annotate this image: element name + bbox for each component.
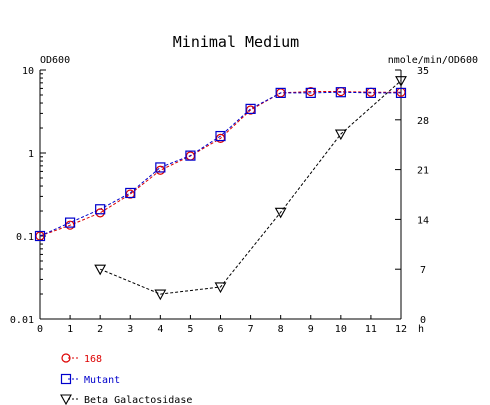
- x-tick-label: 5: [187, 324, 193, 335]
- series-line-168: [39, 91, 401, 237]
- x-tick-label: 11: [365, 324, 377, 335]
- x-tick-label: 3: [127, 324, 133, 335]
- x-unit-label: h: [418, 324, 424, 335]
- legend-marker-beta-galactosidase: [60, 394, 72, 405]
- y-right-axis-label: nmole/min/OD600: [388, 55, 478, 66]
- series-lines: [39, 80, 402, 295]
- point-beta-galactosidase: [334, 129, 347, 141]
- legend-label-mutant: Mutant: [84, 375, 120, 386]
- point-mutant: [64, 217, 76, 228]
- legend-label-168: 168: [84, 354, 102, 365]
- series-line-beta-galactosidase: [99, 80, 402, 295]
- point-168: [95, 208, 105, 218]
- y-left-tick-label: 0.01: [10, 315, 34, 326]
- x-tick-label: 7: [248, 324, 254, 335]
- y-right-tick-label: 14: [417, 215, 429, 226]
- point-mutant: [185, 150, 196, 161]
- point-mutant: [365, 87, 377, 98]
- point-beta-galactosidase: [274, 207, 287, 219]
- legend-label-beta-galactosidase: Beta Galactosidase: [84, 395, 192, 405]
- point-mutant: [335, 87, 346, 98]
- x-tick-label: 12: [395, 324, 407, 335]
- point-beta-galactosidase: [154, 289, 167, 301]
- point-beta-galactosidase: [214, 282, 227, 294]
- y-left-axis-label: OD600: [40, 55, 70, 66]
- point-mutant: [305, 87, 316, 98]
- series-line-mutant: [39, 91, 401, 237]
- x-tick-label: 6: [217, 324, 223, 335]
- point-beta-galactosidase: [395, 76, 407, 87]
- legend-marker-168: [61, 353, 71, 363]
- point-mutant: [34, 230, 46, 242]
- y-right-tick-label: 28: [417, 116, 429, 127]
- legend: 168 Mutant Beta Galactosidase: [60, 353, 192, 405]
- y-right-tick-label: 7: [420, 265, 426, 276]
- point-beta-galactosidase: [94, 264, 107, 276]
- x-tick-label: 0: [37, 324, 43, 335]
- x-tick-label: 8: [278, 324, 284, 335]
- chart-title: Minimal Medium: [173, 33, 299, 51]
- y-left-tick-label: 1: [28, 149, 34, 160]
- point-mutant: [275, 87, 286, 98]
- point-mutant: [245, 103, 256, 114]
- x-tick-label: 4: [157, 324, 163, 335]
- x-tick-label: 10: [335, 324, 347, 335]
- point-mutant: [395, 87, 407, 98]
- y-right-tick-label: 0: [420, 315, 426, 326]
- x-tick-label: 9: [308, 324, 314, 335]
- x-tick-label: 2: [97, 324, 103, 335]
- x-tick-label: 1: [67, 324, 73, 335]
- series-markers: [34, 76, 407, 301]
- y-left-tick-label: 10: [22, 66, 34, 77]
- point-mutant: [95, 204, 106, 215]
- legend-marker-mutant: [60, 373, 72, 385]
- point-mutant: [215, 130, 226, 142]
- point-mutant: [125, 187, 136, 199]
- y-right-tick-label: 35: [417, 66, 429, 77]
- y-left-tick-label: 0.1: [16, 232, 34, 243]
- y-right-tick-label: 21: [417, 166, 429, 177]
- point-mutant: [155, 162, 166, 173]
